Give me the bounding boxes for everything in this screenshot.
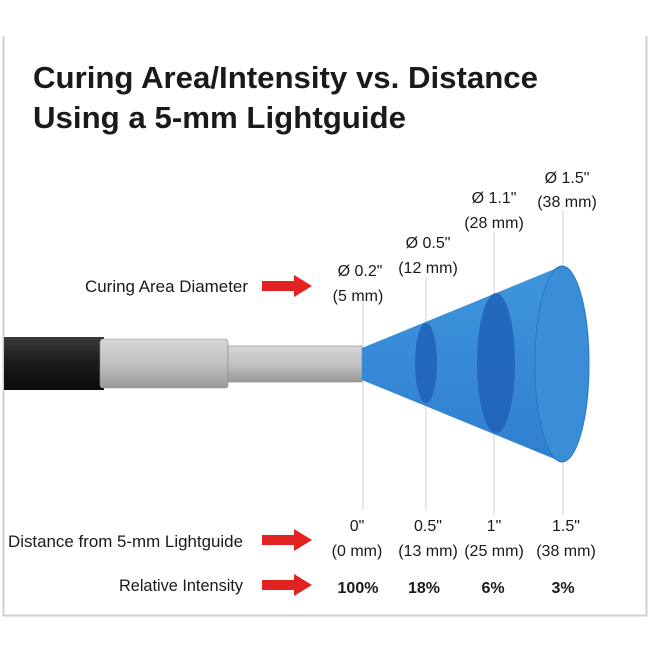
distance-inch: 1" — [487, 518, 502, 535]
relative-intensity-label: Relative Intensity — [119, 576, 243, 595]
distance-mm: (0 mm) — [332, 543, 383, 560]
intensity-values: 100% 18% 6% 3% — [338, 580, 575, 597]
cone-ring-28mm — [477, 293, 515, 433]
cone-ring-12mm — [415, 323, 437, 403]
distance-inch: 0" — [350, 518, 365, 535]
light-cone — [362, 266, 589, 462]
arrows — [262, 275, 312, 596]
diameter-inch: Ø 1.5" — [545, 170, 590, 187]
distance-mm: (13 mm) — [398, 543, 458, 560]
curing-area-diameter-label: Curing Area Diameter — [85, 277, 248, 296]
distance-mm: (25 mm) — [464, 543, 524, 560]
arrow-icon — [262, 529, 312, 551]
lightguide-rod — [227, 345, 363, 383]
frame-border — [2, 36, 648, 617]
diameter-values: Ø 0.2" (5 mm) Ø 0.5" (12 mm) Ø 1.1" (28 … — [333, 170, 597, 305]
cone-ring-38mm — [534, 265, 590, 463]
distance-inch: 1.5" — [552, 518, 580, 535]
arrow-icon — [262, 275, 312, 297]
intensity-value: 3% — [551, 580, 574, 597]
lightguide-sleeve — [99, 338, 229, 389]
diameter-inch: Ø 0.5" — [406, 235, 451, 252]
diameter-mm: (5 mm) — [333, 288, 384, 305]
intensity-value: 6% — [481, 580, 504, 597]
arrow-icon — [262, 574, 312, 596]
distance-inch: 0.5" — [414, 518, 442, 535]
distance-label: Distance from 5-mm Lightguide — [8, 532, 243, 551]
title-line-1: Curing Area/Intensity vs. Distance — [33, 60, 538, 95]
cable — [4, 337, 104, 390]
diameter-inch: Ø 1.1" — [472, 190, 517, 207]
diameter-mm: (12 mm) — [398, 260, 458, 277]
diameter-mm: (38 mm) — [537, 194, 597, 211]
diameter-mm: (28 mm) — [464, 215, 524, 232]
distance-values: 0" (0 mm) 0.5" (13 mm) 1" (25 mm) 1.5" (… — [332, 518, 596, 560]
title-line-2: Using a 5-mm Lightguide — [33, 100, 406, 135]
diameter-inch: Ø 0.2" — [338, 263, 383, 280]
intensity-value: 18% — [408, 580, 440, 597]
intensity-value: 100% — [338, 580, 379, 597]
distance-mm: (38 mm) — [536, 543, 596, 560]
